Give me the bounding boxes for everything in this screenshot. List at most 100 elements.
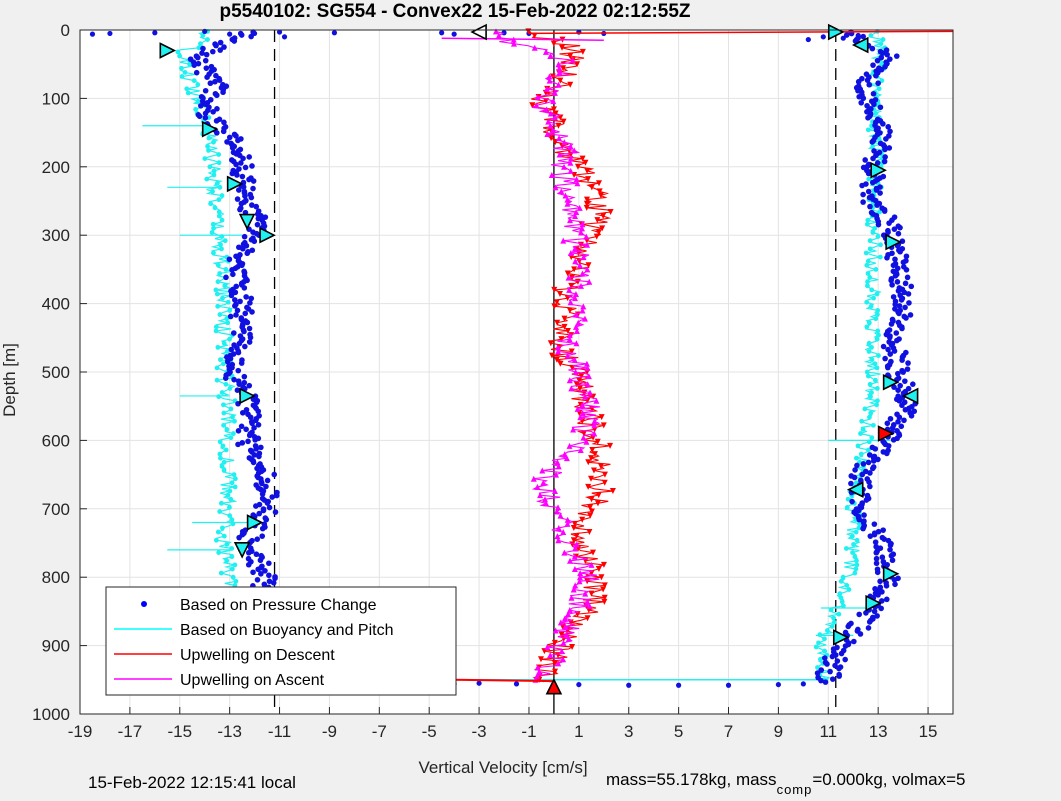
blue-point (880, 558, 887, 565)
cyan-point (205, 37, 210, 42)
upwelling-marker (542, 48, 549, 55)
blue-point (217, 39, 224, 46)
upwelling-marker (547, 122, 554, 129)
blue-point (800, 681, 806, 687)
upwelling-marker (563, 631, 570, 638)
blue-point (861, 512, 867, 518)
blue-point (887, 128, 893, 135)
blue-point (224, 358, 231, 365)
cyan-point (816, 640, 821, 646)
blue-point (829, 653, 836, 660)
blue-point (902, 304, 908, 311)
blue-point (873, 560, 880, 567)
upwelling-marker (573, 176, 580, 183)
blue-point (869, 179, 876, 186)
upwelling-marker (555, 348, 562, 355)
upwelling-marker (551, 660, 558, 667)
legend-label: Upwelling on Descent (180, 647, 335, 664)
upwelling-marker (577, 414, 584, 421)
cyan-point (216, 550, 222, 555)
cyan-point (218, 455, 223, 461)
cyan-point (202, 156, 208, 161)
cyan-point (218, 242, 223, 248)
blue-point (152, 30, 158, 36)
cyan-point (875, 308, 881, 313)
blue-point (246, 382, 253, 389)
descent-triangle-marker (239, 387, 256, 405)
x-tick-label: 11 (819, 722, 837, 741)
upwelling-marker (553, 299, 560, 306)
blue-point (240, 155, 246, 162)
upwelling-marker (593, 397, 600, 404)
cyan-point (867, 238, 873, 244)
cyan-point (866, 340, 872, 346)
upwelling-marker (556, 135, 563, 142)
blue-point (887, 546, 893, 553)
blue-point (229, 145, 236, 151)
upwelling-marker (600, 213, 607, 220)
upwelling-marker (576, 377, 583, 384)
cyan-point (865, 373, 871, 379)
upwelling-marker (565, 611, 572, 618)
blue-point (902, 378, 908, 384)
ticks: -19 -17 -15 -13 -11 -9 -7 -5 -3 -1 1 3 5 7 9 11 13 150100… (32, 21, 937, 741)
upwelling-marker (560, 118, 567, 125)
cyan-point (179, 65, 184, 71)
blue-point (242, 193, 248, 199)
cyan-point (214, 180, 220, 186)
cyan-point (843, 546, 849, 551)
cyan-point (198, 41, 203, 47)
upwelling-marker (566, 286, 573, 293)
cyan-point (216, 197, 222, 203)
descent-triangle-marker (226, 175, 244, 193)
cyan-point (223, 447, 229, 453)
upwelling-marker (599, 225, 606, 232)
cyan-point (875, 328, 881, 334)
upwelling-marker (558, 336, 565, 343)
upwelling-marker (568, 594, 575, 601)
blue-point (233, 161, 239, 168)
upwelling-marker (568, 385, 575, 392)
upwelling-marker (601, 471, 608, 478)
upwelling-marker (530, 475, 537, 482)
grid (79, 29, 953, 715)
upwelling-marker (552, 627, 559, 634)
upwelling-marker (554, 344, 561, 351)
blue-point (867, 203, 873, 210)
legend-entry: Based on Buoyancy and Pitch (114, 622, 393, 639)
blue-point (235, 441, 241, 448)
upwelling-marker (577, 446, 584, 453)
blue-point (863, 610, 869, 616)
upwelling-marker (565, 635, 572, 642)
upwelling-marker (588, 508, 595, 515)
blue-point (842, 643, 849, 649)
upwelling-marker (564, 520, 571, 527)
upwelling-marker (563, 455, 570, 462)
y-tick-label: 0 (61, 21, 70, 40)
blue-point (202, 115, 209, 121)
cyan-point (193, 106, 199, 112)
blue-point (862, 157, 868, 163)
upwelling-marker (570, 426, 577, 433)
blue-point (247, 300, 253, 306)
blue-point (228, 346, 235, 353)
blue-point (893, 330, 900, 336)
y-axis-label: Depth [m] (0, 343, 19, 417)
cyan-point (852, 570, 858, 576)
upwelling-marker (598, 414, 605, 421)
upwelling-marker (566, 332, 573, 339)
cyan-point (874, 365, 880, 371)
blue-point (895, 288, 902, 294)
blue-point (241, 233, 248, 240)
upwelling-marker (567, 143, 574, 150)
blue-point (239, 440, 246, 446)
y-tick-label: 600 (42, 431, 70, 450)
descent-triangle-marker (159, 42, 177, 59)
upwelling-marker (536, 668, 543, 675)
blue-point (864, 77, 871, 84)
upwelling-marker (583, 204, 590, 211)
blue-point (896, 303, 903, 309)
cyan-point (875, 398, 880, 404)
cyan-point (213, 324, 219, 330)
blue-point (251, 425, 257, 431)
